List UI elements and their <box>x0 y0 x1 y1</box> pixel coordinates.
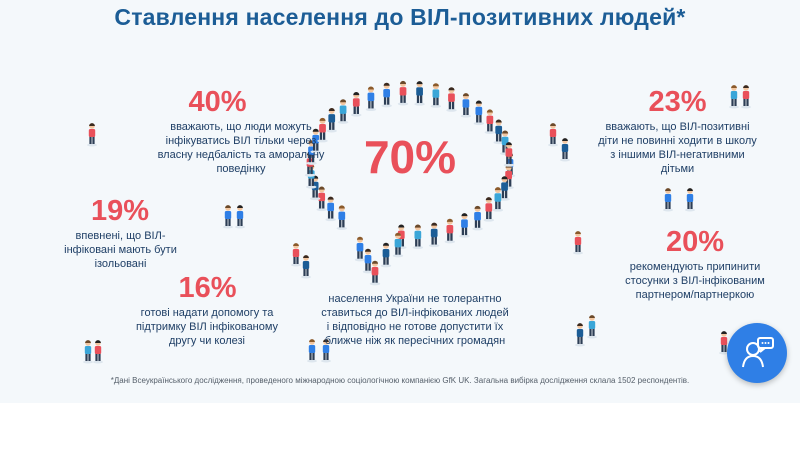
person-figure <box>499 176 510 201</box>
person-figure <box>380 242 392 268</box>
person-figure <box>316 186 327 212</box>
person-figure <box>235 205 245 229</box>
support-chat-icon <box>742 337 774 368</box>
person-figure <box>337 99 349 124</box>
person-figure <box>321 339 331 363</box>
person-figure <box>87 123 97 147</box>
footnote: *Дані Всеукраїнського дослідження, прове… <box>110 376 690 385</box>
central-text: населення України не толерантно ставитьс… <box>321 293 509 347</box>
person-figure <box>548 123 558 147</box>
central-percent: 70% <box>363 131 457 183</box>
stat-19: 19% впевнені, що ВІЛ-інфіковані мають бу… <box>45 195 195 271</box>
person-figure <box>729 85 739 109</box>
stat-40: 40% вважають, що люди можуть інфікуватис… <box>110 86 325 176</box>
person-figure <box>365 86 377 112</box>
person-figure <box>369 260 381 286</box>
person-figure <box>573 231 583 255</box>
person-figure <box>307 339 317 363</box>
person-figure <box>317 117 328 143</box>
stat-16: 16% готові надати допомогу та підтримку … <box>115 272 300 348</box>
person-figure <box>93 340 103 364</box>
person-figure <box>472 205 483 231</box>
stat-20: 20% рекомендують припинити стосунки з ВІ… <box>610 226 780 302</box>
person-figure <box>354 236 366 262</box>
stat-value: 40% <box>188 86 247 118</box>
person-figure <box>560 138 570 162</box>
person-figure <box>663 188 673 212</box>
page-title: Ставлення населення до ВІЛ-позитивних лю… <box>114 4 686 30</box>
person-figure <box>325 196 336 222</box>
person-figure <box>444 218 456 244</box>
stat-value: 20% <box>665 226 725 258</box>
person-figure <box>719 331 729 355</box>
person-figure <box>493 119 504 145</box>
person-figure <box>336 205 348 230</box>
infographic: Ставлення населення до ВІЛ-позитивних лю… <box>0 0 800 403</box>
stat-23: 23% вважають, що ВІЛ-позитивні діти не п… <box>595 86 760 176</box>
person-figure <box>83 340 93 364</box>
person-figure <box>741 85 751 109</box>
person-figure <box>291 243 301 267</box>
stat-value: 19% <box>90 195 150 227</box>
person-figure <box>301 255 311 279</box>
stat-value: 23% <box>648 86 707 118</box>
stat-text: впевнені, що ВІЛ-інфіковані мають бути і… <box>64 230 177 270</box>
stat-text: готові надати допомогу та підтримку ВІЛ … <box>135 307 279 347</box>
person-figure <box>326 107 337 133</box>
stat-value: 16% <box>178 272 237 304</box>
person-figure <box>446 87 457 112</box>
person-figure <box>473 100 485 126</box>
person-figure <box>414 81 425 106</box>
person-figure <box>484 109 496 134</box>
person-figure <box>351 92 362 117</box>
person-figure <box>685 188 695 212</box>
person-figure <box>483 197 495 222</box>
person-figure <box>492 187 504 212</box>
person-figure <box>392 232 404 258</box>
stat-text: вважають, що ВІЛ-позитивні діти не повин… <box>598 121 757 175</box>
person-figure <box>310 128 321 154</box>
person-figure <box>587 315 597 339</box>
person-figure <box>223 205 233 229</box>
person-figure <box>362 248 374 274</box>
person-figure <box>459 213 470 238</box>
person-figure <box>397 80 409 106</box>
person-figure <box>381 82 392 108</box>
person-figure <box>428 222 440 248</box>
people-illustration <box>83 80 751 364</box>
stat-text: вважають, що люди можуть інфікуватись ВІ… <box>157 121 325 175</box>
person-figure <box>460 93 472 118</box>
stat-text: рекомендують припинити стосунки з ВІЛ-ін… <box>625 261 765 301</box>
person-figure <box>412 224 424 250</box>
person-figure <box>575 323 585 347</box>
person-figure <box>430 83 442 108</box>
support-chat-button[interactable] <box>727 323 787 383</box>
person-figure <box>503 142 515 167</box>
